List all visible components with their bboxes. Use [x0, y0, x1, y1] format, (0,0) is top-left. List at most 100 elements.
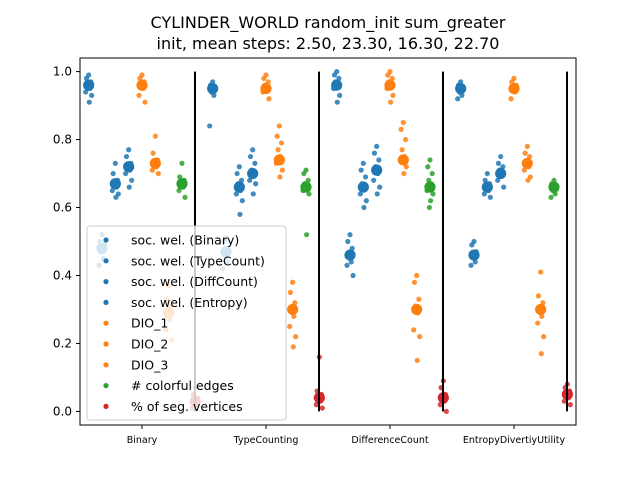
series-group	[495, 153, 507, 190]
data-point	[374, 143, 380, 149]
data-point	[347, 232, 353, 238]
data-point	[253, 181, 259, 187]
data-point	[390, 92, 396, 98]
data-point	[277, 174, 283, 180]
data-point	[129, 177, 135, 183]
legend-entry: soc. wel. (Entropy)	[103, 295, 248, 310]
legend-marker	[103, 403, 109, 409]
legend-marker	[103, 299, 109, 305]
data-point	[301, 170, 307, 177]
data-point	[136, 92, 142, 98]
data-point	[522, 150, 528, 156]
data-point	[142, 99, 148, 105]
legend-entry: soc. wel. (DiffCount)	[103, 274, 258, 289]
mean-point	[273, 154, 285, 166]
data-point	[388, 99, 394, 105]
data-point	[455, 96, 461, 102]
series-group	[273, 123, 285, 180]
series-group	[371, 143, 383, 197]
series-group	[300, 167, 312, 238]
data-point	[414, 272, 420, 279]
series-group	[424, 157, 436, 211]
data-point	[179, 160, 185, 166]
legend-marker	[103, 362, 109, 368]
series-group	[149, 133, 161, 177]
data-point	[360, 160, 366, 166]
data-point	[495, 177, 501, 183]
data-point	[430, 191, 436, 197]
data-point	[524, 143, 530, 149]
series-group	[136, 72, 148, 105]
data-point	[287, 289, 294, 296]
x-axis: Binary TypeCounting DifferenceCount Entropy…	[127, 425, 565, 446]
data-point	[266, 96, 272, 102]
series-group	[331, 68, 343, 105]
mean-point	[123, 161, 135, 173]
x-tick-label: Binary	[127, 435, 158, 446]
mean-point	[455, 82, 467, 95]
data-point	[371, 150, 378, 156]
mean-point	[287, 303, 299, 316]
data-point	[399, 147, 405, 153]
legend-entry: % of seg. vertices	[103, 399, 243, 414]
mean-point	[344, 249, 356, 261]
series-group	[455, 79, 467, 102]
data-point	[411, 279, 418, 285]
data-point	[233, 191, 239, 197]
data-point	[176, 187, 182, 194]
mean-point	[136, 79, 148, 91]
data-point	[416, 296, 422, 302]
series-group	[83, 72, 95, 105]
mean-point	[495, 167, 507, 180]
data-point	[427, 157, 433, 163]
data-point	[278, 140, 285, 146]
series-group	[508, 75, 520, 102]
series-group	[397, 119, 409, 177]
x-tick-label: DifferenceCount	[351, 435, 428, 446]
data-point	[274, 133, 280, 139]
data-point	[207, 123, 213, 129]
data-point	[385, 72, 391, 78]
data-point	[126, 184, 132, 190]
legend-label: DIO_3	[131, 357, 168, 372]
legend-marker	[103, 341, 109, 347]
data-point	[247, 177, 253, 183]
data-point	[400, 119, 406, 126]
data-point	[234, 170, 240, 177]
data-point	[150, 150, 156, 156]
data-point	[357, 191, 363, 197]
data-point	[123, 153, 130, 160]
data-point	[401, 170, 407, 177]
series-group	[411, 272, 423, 364]
data-point	[498, 153, 504, 160]
y-tick-label: 1.0	[53, 65, 72, 79]
axes-frame	[79, 57, 577, 426]
series-group	[481, 170, 493, 200]
series-group	[521, 143, 533, 183]
mean-point	[468, 249, 480, 261]
y-tick-label: 0.0	[53, 404, 72, 418]
legend-entry: soc. wel. (Binary)	[103, 233, 239, 248]
mean-point	[176, 178, 188, 190]
data-point	[538, 269, 544, 275]
data-point	[279, 167, 285, 173]
legend-label: DIO_2	[131, 337, 168, 352]
data-point	[525, 177, 531, 183]
data-point	[261, 75, 267, 81]
legend-label: soc. wel. (Entropy)	[131, 295, 248, 310]
data-point	[149, 167, 155, 173]
mean-point	[83, 79, 95, 91]
series-group	[176, 160, 188, 200]
mean-point	[508, 82, 520, 95]
mean-point	[521, 157, 533, 169]
chart-subtitle: init, mean steps: 2.50, 23.30, 16.30, 22…	[157, 34, 500, 53]
mean-point	[247, 167, 259, 180]
data-point	[86, 99, 92, 105]
data-point	[287, 323, 293, 330]
legend-label: soc. wel. (DiffCount)	[131, 274, 258, 289]
mean-point	[371, 164, 383, 176]
data-point	[239, 198, 245, 204]
data-point	[126, 147, 132, 153]
data-point	[319, 405, 325, 411]
